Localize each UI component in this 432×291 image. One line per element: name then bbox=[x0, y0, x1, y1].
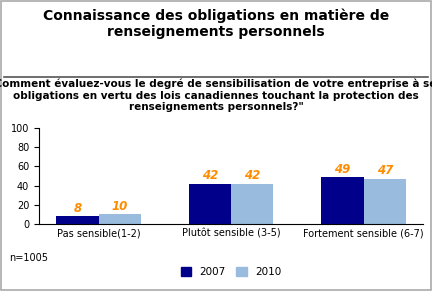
Text: "Comment évaluez-vous le degré de sensibilisation de votre entreprise à ses
obli: "Comment évaluez-vous le degré de sensib… bbox=[0, 79, 432, 112]
Bar bbox=[56, 217, 99, 224]
Text: 42: 42 bbox=[202, 169, 218, 182]
Text: 42: 42 bbox=[244, 169, 260, 182]
Text: 8: 8 bbox=[73, 202, 82, 215]
Bar bbox=[99, 214, 141, 224]
Bar bbox=[321, 177, 363, 224]
Bar bbox=[231, 184, 273, 224]
Text: 10: 10 bbox=[112, 200, 128, 213]
Bar bbox=[189, 184, 231, 224]
Text: n=1005: n=1005 bbox=[9, 253, 48, 262]
Text: 49: 49 bbox=[334, 163, 350, 175]
Text: 47: 47 bbox=[377, 164, 393, 178]
Text: Connaissance des obligations en matière de
renseignements personnels: Connaissance des obligations en matière … bbox=[43, 9, 389, 39]
Bar bbox=[363, 179, 406, 224]
Legend: 2007, 2010: 2007, 2010 bbox=[177, 263, 286, 281]
